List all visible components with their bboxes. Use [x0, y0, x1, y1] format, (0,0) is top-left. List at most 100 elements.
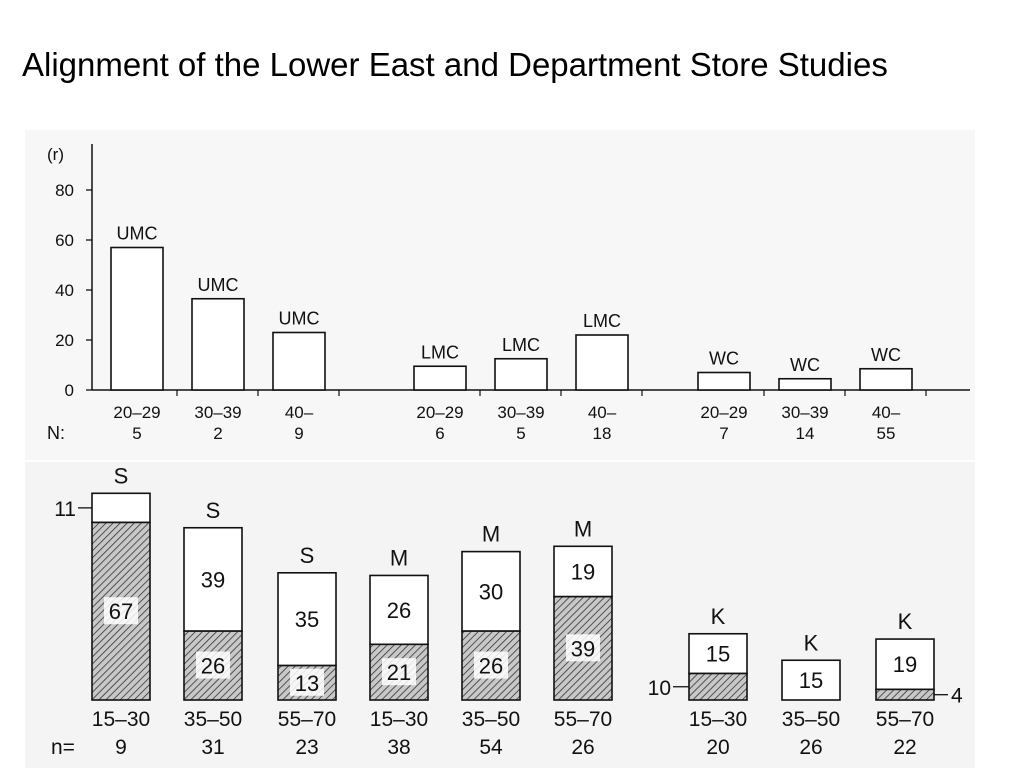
n-value-label: 2	[213, 424, 222, 443]
bar	[575, 334, 629, 391]
n-value-label: 9	[294, 424, 303, 443]
hatched-value-label: 67	[109, 599, 133, 624]
open-value-box	[289, 604, 325, 633]
x-tick-label: 20–29	[416, 403, 463, 422]
n-value-label: 31	[201, 736, 224, 759]
bar-class-label: UMC	[117, 224, 158, 244]
n-value-label: 20	[706, 736, 729, 759]
store-label: M	[390, 545, 408, 570]
open-value-box	[473, 576, 509, 605]
x-tick-label: 40–	[872, 403, 901, 422]
x-tick-label: 20–29	[700, 403, 747, 422]
open-value-label: 15	[799, 668, 823, 693]
x-tick-label: 30–39	[781, 403, 828, 422]
bar	[494, 357, 548, 391]
bar-class-label: LMC	[583, 311, 621, 331]
bar	[413, 365, 467, 391]
open-value-label: 30	[479, 579, 503, 604]
hatched-value-box	[566, 634, 600, 662]
open-value-box	[793, 665, 829, 694]
n-value-label: 54	[479, 736, 503, 759]
store-label: S	[206, 498, 221, 523]
x-tick-label: 55–70	[554, 708, 612, 731]
open-value-box	[195, 564, 231, 593]
n-value-label: 18	[593, 424, 612, 443]
y-tick-label: 20	[55, 331, 74, 350]
bar-class-label: WC	[871, 345, 901, 365]
n-value-label: 38	[387, 736, 410, 759]
store-label: M	[482, 522, 500, 547]
store-label: K	[804, 630, 819, 655]
chart-top-plot: (r) 0 20 40 60 80 N: UMC 20–29 5 UMC 30–39 2 UMC 40– 9 L…	[47, 144, 970, 443]
open-value-label: 39	[201, 567, 225, 592]
store-label: K	[898, 609, 913, 634]
chart-social-class: (r) 0 20 40 60 80 N: UMC 20–29 5 UMC 30–39 2 UMC 40– 9 L…	[25, 130, 975, 460]
store-label: M	[574, 516, 592, 541]
n-value-label: 26	[799, 736, 822, 759]
n-value-label: 55	[877, 424, 896, 443]
n-value-label: 7	[719, 424, 728, 443]
hatched-value-box	[382, 658, 416, 686]
x-tick-label: 30–39	[194, 403, 241, 422]
x-tick-label: 15–30	[92, 708, 150, 731]
open-value-label: 35	[295, 607, 319, 632]
bar-hatched-segment	[875, 688, 935, 701]
x-tick-label: 20–29	[113, 403, 160, 422]
chart-department-stores: n= S 11 67 15–30 9 S 39 26 35–50 31 S 35 13 55–70 23 M 26…	[25, 462, 975, 768]
n-value-label: 6	[435, 424, 444, 443]
bar	[110, 246, 164, 391]
hatched-value-box	[196, 651, 230, 679]
n-prefix-label: n=	[51, 736, 75, 759]
x-tick-label: 40–	[588, 403, 617, 422]
hatched-value-label: 13	[295, 671, 319, 696]
hatched-value-box	[474, 651, 508, 679]
open-value-label: 11	[54, 498, 76, 521]
open-value-label: 26	[387, 598, 411, 623]
chart-bottom-plot: n= S 11 67 15–30 9 S 39 26 35–50 31 S 35 13 55–70 23 M 26…	[51, 463, 963, 759]
y-tick-label: 40	[55, 281, 74, 300]
x-tick-label: 15–30	[689, 708, 747, 731]
slide-title: Alignment of the Lower East and Departme…	[22, 46, 888, 83]
y-tick-label: 80	[55, 181, 74, 200]
bar-class-label: LMC	[421, 342, 459, 362]
bar	[859, 367, 913, 391]
hatched-value-box	[104, 597, 138, 625]
bar-class-label: UMC	[279, 309, 320, 329]
n-value-label: 5	[516, 424, 525, 443]
store-label: S	[114, 463, 129, 488]
hatched-value-label: 26	[201, 654, 225, 679]
store-label: K	[711, 604, 726, 629]
open-value-box	[565, 556, 601, 585]
bar-class-label: UMC	[198, 275, 239, 295]
x-tick-label: 35–50	[462, 708, 520, 731]
bar-hatched-segment	[688, 672, 748, 701]
x-tick-label: 35–50	[184, 708, 242, 731]
n-value-label: 22	[893, 736, 916, 759]
hatched-value-label: 39	[571, 636, 595, 661]
n-value-label: 9	[115, 736, 127, 759]
chart-top-background	[25, 130, 975, 460]
open-value-box	[381, 594, 417, 623]
n-value-label: 23	[295, 736, 318, 759]
x-tick-label: 40–	[285, 403, 314, 422]
bar-class-label: LMC	[502, 335, 540, 355]
y-tick-label: 60	[55, 231, 74, 250]
bar	[697, 371, 751, 391]
hatched-value-box	[290, 668, 324, 696]
open-value-box	[887, 649, 923, 678]
x-tick-label: 30–39	[497, 403, 544, 422]
x-tick-label: 55–70	[278, 708, 336, 731]
n-prefix-label: N:	[47, 423, 65, 443]
bar	[191, 297, 245, 391]
n-value-label: 5	[132, 424, 141, 443]
y-tick-label: 0	[65, 381, 74, 400]
hatched-value-label: 26	[479, 654, 503, 679]
n-value-label: 14	[796, 424, 815, 443]
open-value-box	[700, 638, 736, 667]
bar-class-label: WC	[709, 349, 739, 369]
hatched-value-label: 10	[648, 677, 671, 700]
store-label: S	[300, 543, 315, 568]
y-axis-label: (r)	[47, 145, 64, 164]
x-tick-label: 55–70	[876, 708, 934, 731]
bar	[272, 331, 326, 391]
